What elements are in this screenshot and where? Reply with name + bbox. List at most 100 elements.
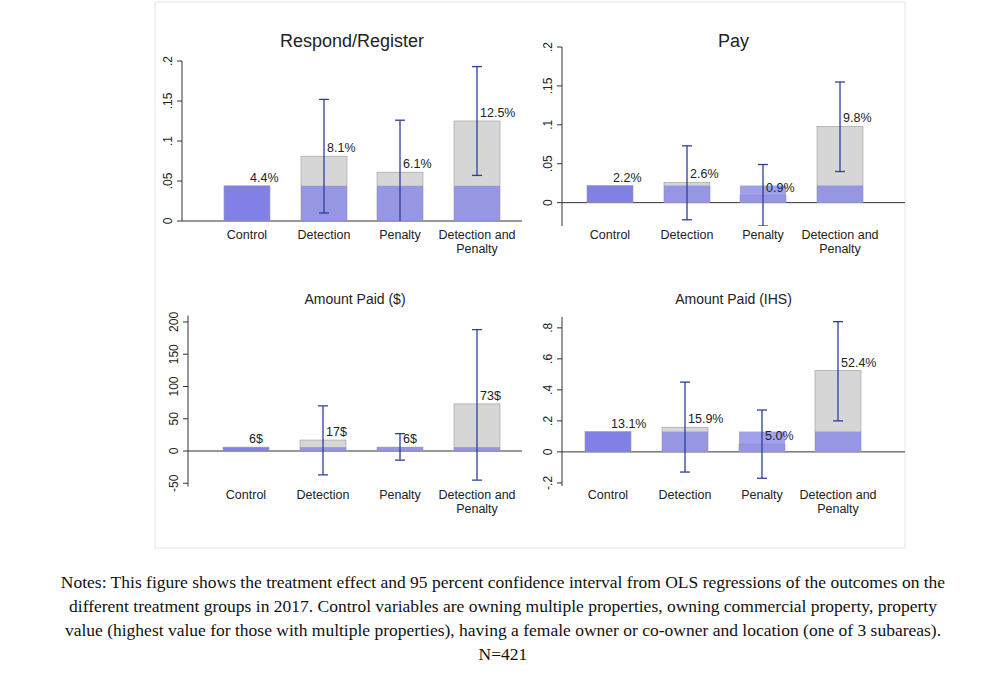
error-line	[399, 434, 400, 460]
category-label: Detection andPenalty	[438, 228, 515, 256]
y-tick-label: -50	[167, 474, 181, 492]
data-label: 73$	[480, 389, 501, 403]
data-label: 5.0%	[765, 429, 794, 443]
y-tick	[183, 483, 188, 484]
y-tick-label: 200	[167, 312, 181, 332]
panel: Respond/Register0.05.1.15.24.4%8.1%6.1%1…	[161, 31, 522, 256]
error-line	[476, 330, 477, 480]
y-tick	[183, 354, 188, 355]
error-bar	[472, 67, 482, 176]
y-tick-label: 150	[167, 344, 181, 364]
error-cap	[758, 164, 768, 165]
figure: Respond/Register0.05.1.15.24.4%8.1%6.1%1…	[0, 0, 1006, 696]
panel: Pay0.05.1.15.22.2%2.6%0.9%9.8%ControlDet…	[541, 31, 905, 256]
y-tick	[557, 482, 562, 483]
y-tick	[183, 418, 188, 419]
y-tick	[557, 85, 562, 86]
category-line: Penalty	[817, 502, 859, 516]
bar	[585, 432, 631, 452]
data-label: 0.9%	[766, 181, 795, 195]
y-tick-label: .8	[541, 323, 555, 333]
y-tick	[557, 420, 562, 421]
y-tick-label: 0	[161, 217, 175, 224]
y-tick	[177, 181, 182, 182]
bar	[587, 186, 633, 203]
error-cap	[395, 120, 405, 121]
y-tick	[557, 202, 562, 203]
y-tick-label: -.2	[541, 476, 555, 490]
category-line: Detection and	[801, 228, 878, 242]
y-axis	[562, 317, 563, 486]
error-cap	[680, 471, 690, 472]
error-cap	[833, 420, 843, 421]
error-bar	[318, 406, 328, 475]
error-bar	[472, 330, 482, 480]
category-label: Control	[588, 488, 628, 502]
error-cap	[680, 381, 690, 382]
error-cap	[835, 81, 845, 82]
category-label: Detection andPenalty	[801, 228, 878, 256]
data-label: 2.6%	[690, 167, 719, 181]
y-tick-label: .1	[161, 136, 175, 146]
category-label: Detection andPenalty	[438, 488, 515, 516]
error-bar	[682, 146, 692, 220]
control-level	[454, 186, 500, 221]
data-label: 8.1%	[327, 141, 356, 155]
bar	[224, 186, 270, 221]
panel: Amount Paid ($)-500501001502006$17$6$73$…	[167, 291, 522, 516]
y-tick	[557, 451, 562, 452]
y-tick-label: .2	[541, 416, 555, 426]
marks	[223, 330, 500, 480]
error-cap	[395, 459, 405, 460]
error-bar	[835, 82, 845, 172]
category-label: Penalty	[741, 488, 783, 502]
y-tick-label: .15	[541, 77, 555, 94]
y-tick-label: 0	[541, 448, 555, 455]
chart-canvas: Respond/Register0.05.1.15.24.4%8.1%6.1%1…	[0, 0, 1006, 560]
category-label: Detection	[297, 488, 350, 502]
y-tick-label: .2	[161, 56, 175, 66]
data-label: 12.5%	[480, 106, 515, 120]
panel-title: Amount Paid (IHS)	[675, 291, 792, 307]
error-bar	[757, 410, 767, 478]
error-cap	[319, 99, 329, 100]
category-line: Penalty	[819, 242, 861, 256]
error-bar	[319, 99, 329, 213]
control-level	[815, 432, 861, 452]
category-line: Penalty	[456, 502, 498, 516]
error-cap	[472, 329, 482, 330]
marks	[224, 67, 500, 221]
y-tick-label: .15	[161, 92, 175, 109]
error-cap	[472, 66, 482, 67]
data-label: 52.4%	[841, 356, 876, 370]
error-cap	[682, 145, 692, 146]
category-label: Penalty	[379, 488, 421, 502]
error-cap	[835, 171, 845, 172]
error-line	[323, 99, 324, 213]
y-tick	[177, 101, 182, 102]
error-cap	[833, 321, 843, 322]
y-tick-label: .05	[161, 172, 175, 189]
category-label: Control	[227, 228, 267, 242]
data-label: 15.9%	[688, 412, 723, 426]
y-tick	[183, 451, 188, 452]
y-tick-label: .2	[541, 42, 555, 52]
marks	[587, 82, 863, 226]
data-label: 6.1%	[403, 157, 432, 171]
panel-title: Respond/Register	[280, 31, 424, 51]
error-line	[684, 382, 685, 472]
error-line	[762, 165, 763, 226]
category-label: Detection	[298, 228, 351, 242]
figure-frame	[155, 2, 905, 548]
error-line	[837, 322, 838, 421]
error-line	[322, 406, 323, 475]
error-line	[839, 82, 840, 172]
y-axis	[562, 47, 563, 226]
data-label: 9.8%	[843, 111, 872, 125]
y-tick	[177, 141, 182, 142]
error-cap	[472, 175, 482, 176]
data-label: 17$	[326, 425, 347, 439]
panel-title: Pay	[718, 31, 749, 51]
panel-title: Amount Paid ($)	[304, 291, 405, 307]
category-label: Penalty	[742, 228, 784, 242]
